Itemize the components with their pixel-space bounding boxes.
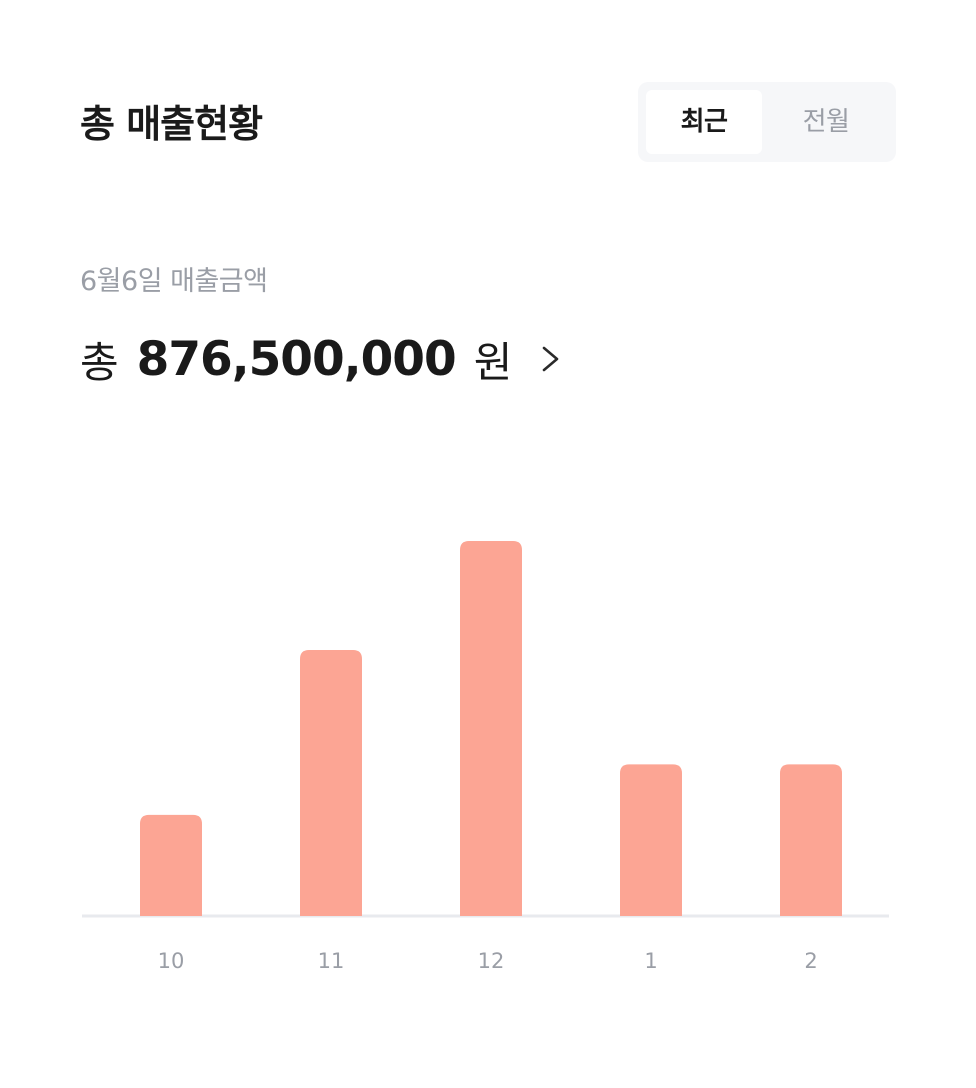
page-title: 총 매출현황	[80, 102, 263, 146]
amount-value: 876,500,000	[136, 331, 457, 387]
x-tick-label: 2	[804, 949, 817, 973]
amount-prefix: 총	[80, 337, 119, 387]
bar-12	[460, 541, 522, 916]
bar-2	[780, 764, 842, 916]
x-axis-ticks: 10 11 12 1 2	[158, 949, 818, 973]
x-tick-label: 12	[478, 949, 505, 973]
chevron-right-icon[interactable]	[540, 342, 562, 376]
x-tick-label: 1	[644, 949, 657, 973]
bars-group	[140, 541, 842, 916]
x-tick-label: 11	[318, 949, 345, 973]
total-amount-link[interactable]: 총 876,500,000 원	[80, 324, 562, 394]
bar-11	[300, 650, 362, 916]
bar-10	[140, 814, 202, 916]
sales-date-label: 6월6일 매출금액	[80, 266, 268, 297]
amount-unit: 원	[473, 337, 513, 387]
x-tick-label: 10	[158, 949, 185, 973]
toggle-last-month-button[interactable]: 전월	[802, 107, 850, 137]
bar-1	[620, 764, 682, 916]
toggle-recent-button[interactable]: 최근	[646, 90, 762, 154]
period-toggle: 최근 전월	[638, 82, 896, 162]
